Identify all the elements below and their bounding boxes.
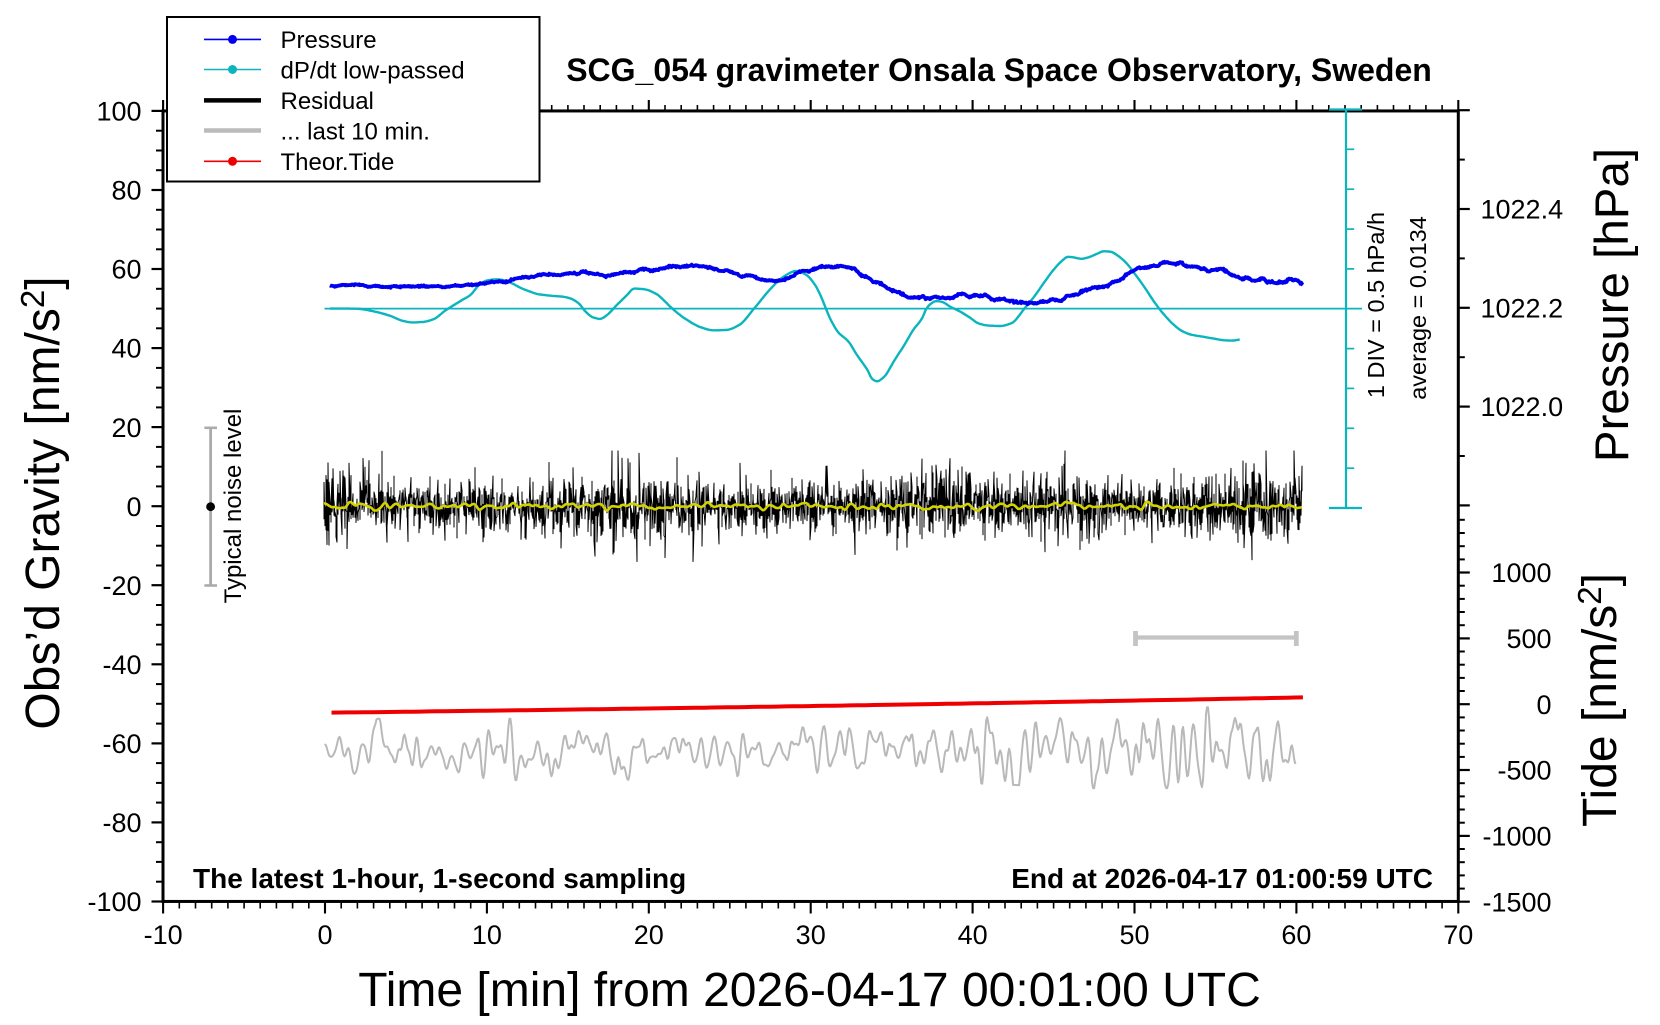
svg-text:Time [min] from 2026-04-17 00:: Time [min] from 2026-04-17 00:01:00 UTC [358,964,1261,1017]
svg-text:100: 100 [96,97,141,127]
svg-text:80: 80 [111,176,141,206]
svg-text:Residual: Residual [281,88,374,115]
svg-text:... last 10 min.: ... last 10 min. [281,118,430,145]
svg-text:1022.0: 1022.0 [1481,392,1564,422]
svg-text:-60: -60 [102,729,141,759]
svg-text:30: 30 [796,920,826,950]
svg-text:10: 10 [472,920,502,950]
svg-text:1 DIV = 0.5 hPa/h: 1 DIV = 0.5 hPa/h [1363,212,1389,398]
svg-text:-100: -100 [87,887,141,917]
svg-text:60: 60 [111,255,141,285]
svg-text:-1000: -1000 [1482,822,1551,852]
svg-text:20: 20 [634,920,664,950]
svg-text:0: 0 [1536,690,1551,720]
svg-text:Theor.Tide: Theor.Tide [281,149,395,176]
svg-text:40: 40 [958,920,988,950]
svg-text:End at 2026-04-17 01:00:59 UTC: End at 2026-04-17 01:00:59 UTC [1011,863,1433,894]
svg-text:-500: -500 [1497,756,1551,786]
svg-text:Obs’d Gravity [nm/s2]: Obs’d Gravity [nm/s2] [14,276,70,729]
svg-text:70: 70 [1443,920,1473,950]
svg-text:Pressure [hPa]: Pressure [hPa] [1586,148,1639,462]
svg-text:1000: 1000 [1491,558,1551,588]
svg-text:500: 500 [1506,624,1551,654]
svg-text:-80: -80 [102,808,141,838]
svg-text:Tide [nm/s2]: Tide [nm/s2] [1571,573,1627,827]
svg-text:40: 40 [111,334,141,364]
svg-text:60: 60 [1281,920,1311,950]
svg-text:1022.4: 1022.4 [1481,195,1564,225]
svg-text:-20: -20 [102,571,141,601]
svg-text:1022.2: 1022.2 [1481,293,1564,323]
svg-text:-1500: -1500 [1482,887,1551,917]
svg-text:-40: -40 [102,650,141,680]
svg-text:Typical noise level: Typical noise level [220,409,247,604]
svg-text:dP/dt low-passed: dP/dt low-passed [281,57,465,84]
svg-text:20: 20 [111,413,141,443]
svg-text:The latest 1-hour, 1-second sa: The latest 1-hour, 1-second sampling [193,863,686,894]
svg-text:Pressure: Pressure [281,27,377,54]
svg-text:SCG_054 gravimeter Onsala Spac: SCG_054 gravimeter Onsala Space Observat… [566,52,1432,88]
svg-text:average = 0.0134: average = 0.0134 [1405,216,1431,400]
svg-text:0: 0 [126,492,141,522]
svg-text:50: 50 [1119,920,1149,950]
svg-text:-10: -10 [144,920,183,950]
svg-text:0: 0 [317,920,332,950]
